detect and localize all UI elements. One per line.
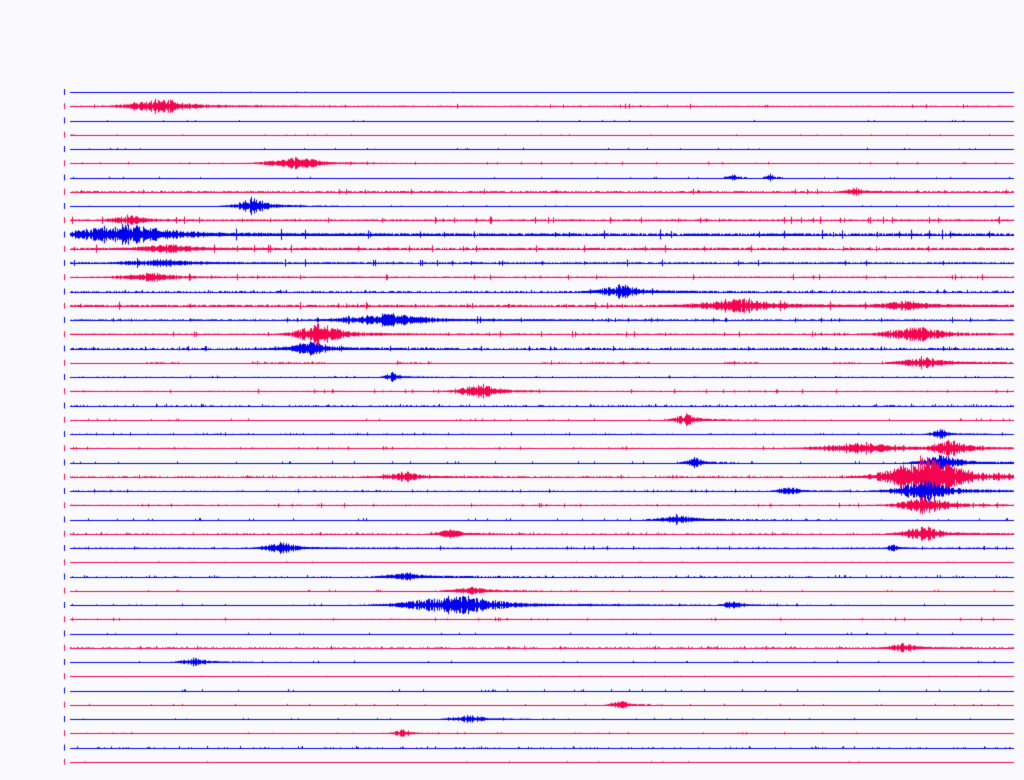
seismogram-traces	[0, 0, 1024, 780]
